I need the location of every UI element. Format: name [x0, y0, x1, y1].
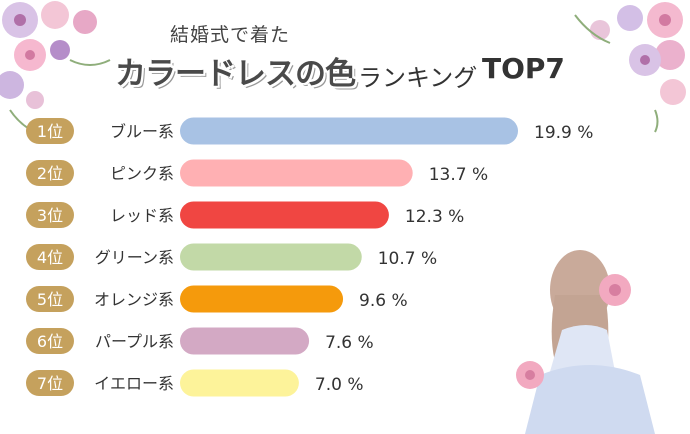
rank-label: 6位	[37, 332, 63, 351]
value-label: 13.7 %	[429, 165, 488, 185]
category-label: ブルー系	[110, 122, 174, 141]
value-label: 9.6 %	[359, 291, 408, 311]
bar	[180, 369, 299, 397]
value-label: 7.0 %	[315, 375, 364, 395]
floral-decoration-top-right	[574, 2, 686, 133]
chart-title: 結婚式で着た カラードレスの色 ランキング TOP7	[0, 0, 690, 100]
category-label: オレンジ系	[94, 290, 174, 309]
rank-badge	[26, 160, 74, 186]
category-label: ピンク系	[110, 164, 174, 183]
rank-label: 5位	[37, 290, 63, 309]
category-label: グリーン系	[95, 248, 174, 267]
chart-title-main: カラードレスの色	[115, 56, 356, 92]
rank-badge	[26, 328, 74, 354]
category-label: レッド系	[110, 206, 174, 225]
rank-label: 1位	[37, 122, 63, 141]
floral-decoration-top-left	[0, 1, 111, 133]
bar	[180, 201, 389, 229]
chart-title-sub: ランキング	[358, 64, 478, 92]
rank-badge	[26, 286, 74, 312]
value-label: 10.7 %	[378, 249, 437, 269]
rank-badge	[26, 118, 74, 144]
bar	[180, 243, 362, 271]
rank-label: 4位	[37, 248, 63, 267]
rank-label: 2位	[37, 164, 63, 183]
rank-label: 7位	[37, 374, 63, 393]
chart-title-top: TOP7	[482, 52, 565, 85]
bar	[180, 117, 518, 145]
value-label: 12.3 %	[405, 207, 464, 227]
bar	[180, 327, 310, 355]
value-label: 7.6 %	[325, 333, 374, 353]
rank-badge	[26, 370, 74, 396]
rank-label: 3位	[37, 206, 63, 225]
rank-badge	[26, 202, 74, 228]
bar	[180, 285, 344, 313]
bride-illustration	[516, 250, 655, 434]
category-label: パープル系	[95, 332, 174, 351]
rank-badge	[26, 244, 74, 270]
category-label: イエロー系	[94, 374, 174, 393]
bar	[180, 159, 413, 187]
value-label: 19.9 %	[534, 123, 593, 143]
chart-title-line1: 結婚式で着た	[170, 24, 291, 46]
